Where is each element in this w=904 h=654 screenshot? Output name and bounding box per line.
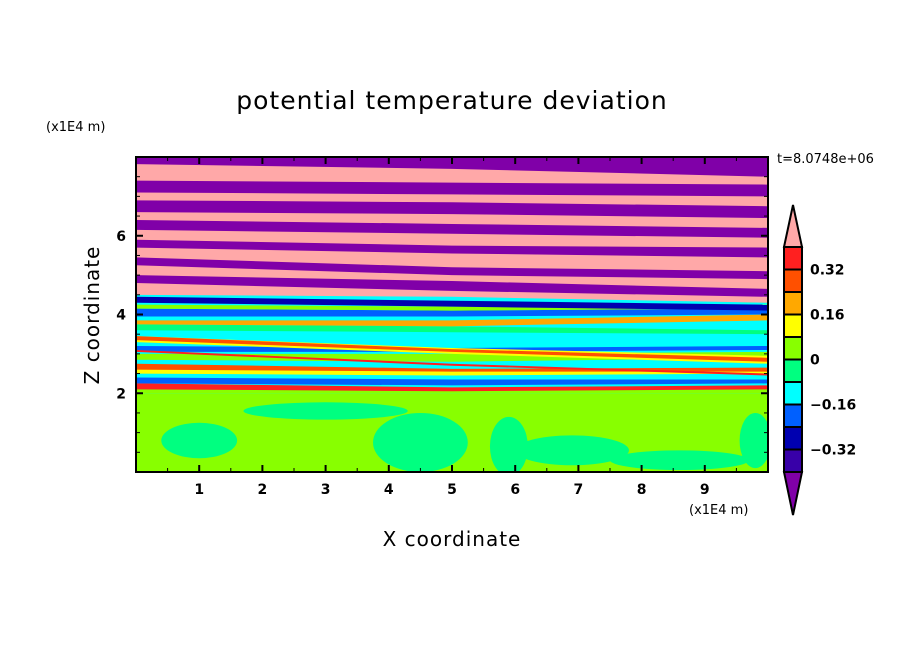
colorbar-swatch [783, 448, 803, 473]
colorbar-tick-label: 0.16 [810, 308, 845, 324]
field-band [136, 157, 768, 177]
colorbar-swatch [783, 268, 803, 293]
x-tick-label: 8 [637, 482, 647, 498]
field-band [136, 324, 768, 335]
field-blob [489, 416, 528, 472]
x-tick-label: 2 [258, 482, 268, 498]
field-band [136, 308, 768, 317]
field-band [136, 220, 768, 238]
field-band [136, 180, 768, 197]
x-axis-unit: (x1E4 m) [689, 503, 749, 518]
field-band [136, 239, 768, 258]
time-annotation: t=8.0748e+06 [777, 152, 874, 167]
field-blob [739, 412, 768, 469]
y-axis-unit: (x1E4 m) [46, 120, 106, 135]
field-band [136, 336, 768, 362]
field-band [136, 349, 768, 376]
field-band [136, 275, 768, 297]
colorbar-under-triangle [782, 471, 804, 516]
colorbar-tick-label: 0.32 [810, 263, 845, 279]
colorbar-swatch [783, 426, 803, 451]
x-tick-label: 3 [321, 482, 331, 498]
colorbar-tick-label: 0 [810, 353, 820, 369]
colorbar-swatch [783, 313, 803, 338]
colorbar-swatch [783, 246, 803, 271]
field-group [136, 157, 768, 472]
y-tick-label: 6 [116, 229, 126, 245]
colorbar-swatch [783, 381, 803, 406]
x-tick-label: 5 [447, 482, 457, 498]
x-tick-label: 6 [510, 482, 520, 498]
field-band [136, 200, 768, 219]
y-tick-label: 4 [116, 308, 126, 324]
x-tick-label: 4 [384, 482, 394, 498]
y-tick-label: 2 [116, 386, 126, 402]
field-blob [373, 412, 468, 472]
x-axis-label: X coordinate [382, 527, 522, 551]
field-band [136, 296, 768, 311]
field-band [136, 377, 768, 386]
x-tick-label: 7 [574, 482, 584, 498]
x-tick-label: 1 [194, 482, 204, 498]
colorbar-over-triangle [782, 204, 804, 248]
colorbar-swatch [783, 358, 803, 383]
field-band [136, 314, 768, 327]
field-blob [161, 422, 238, 459]
field-band [136, 383, 768, 392]
chart-title: potential temperature deviation [236, 86, 668, 115]
x-tick-label: 9 [700, 482, 710, 498]
field-blob [515, 435, 629, 466]
colorbar-tick-label: −0.32 [810, 443, 856, 459]
field-blob [243, 402, 408, 420]
colorbar-swatch [783, 403, 803, 428]
field-blob [610, 450, 750, 471]
colorbar-tick-label: −0.16 [810, 398, 856, 414]
field-band [136, 257, 768, 280]
colorbar-swatch [783, 291, 803, 316]
colorbar-swatch [783, 336, 803, 361]
